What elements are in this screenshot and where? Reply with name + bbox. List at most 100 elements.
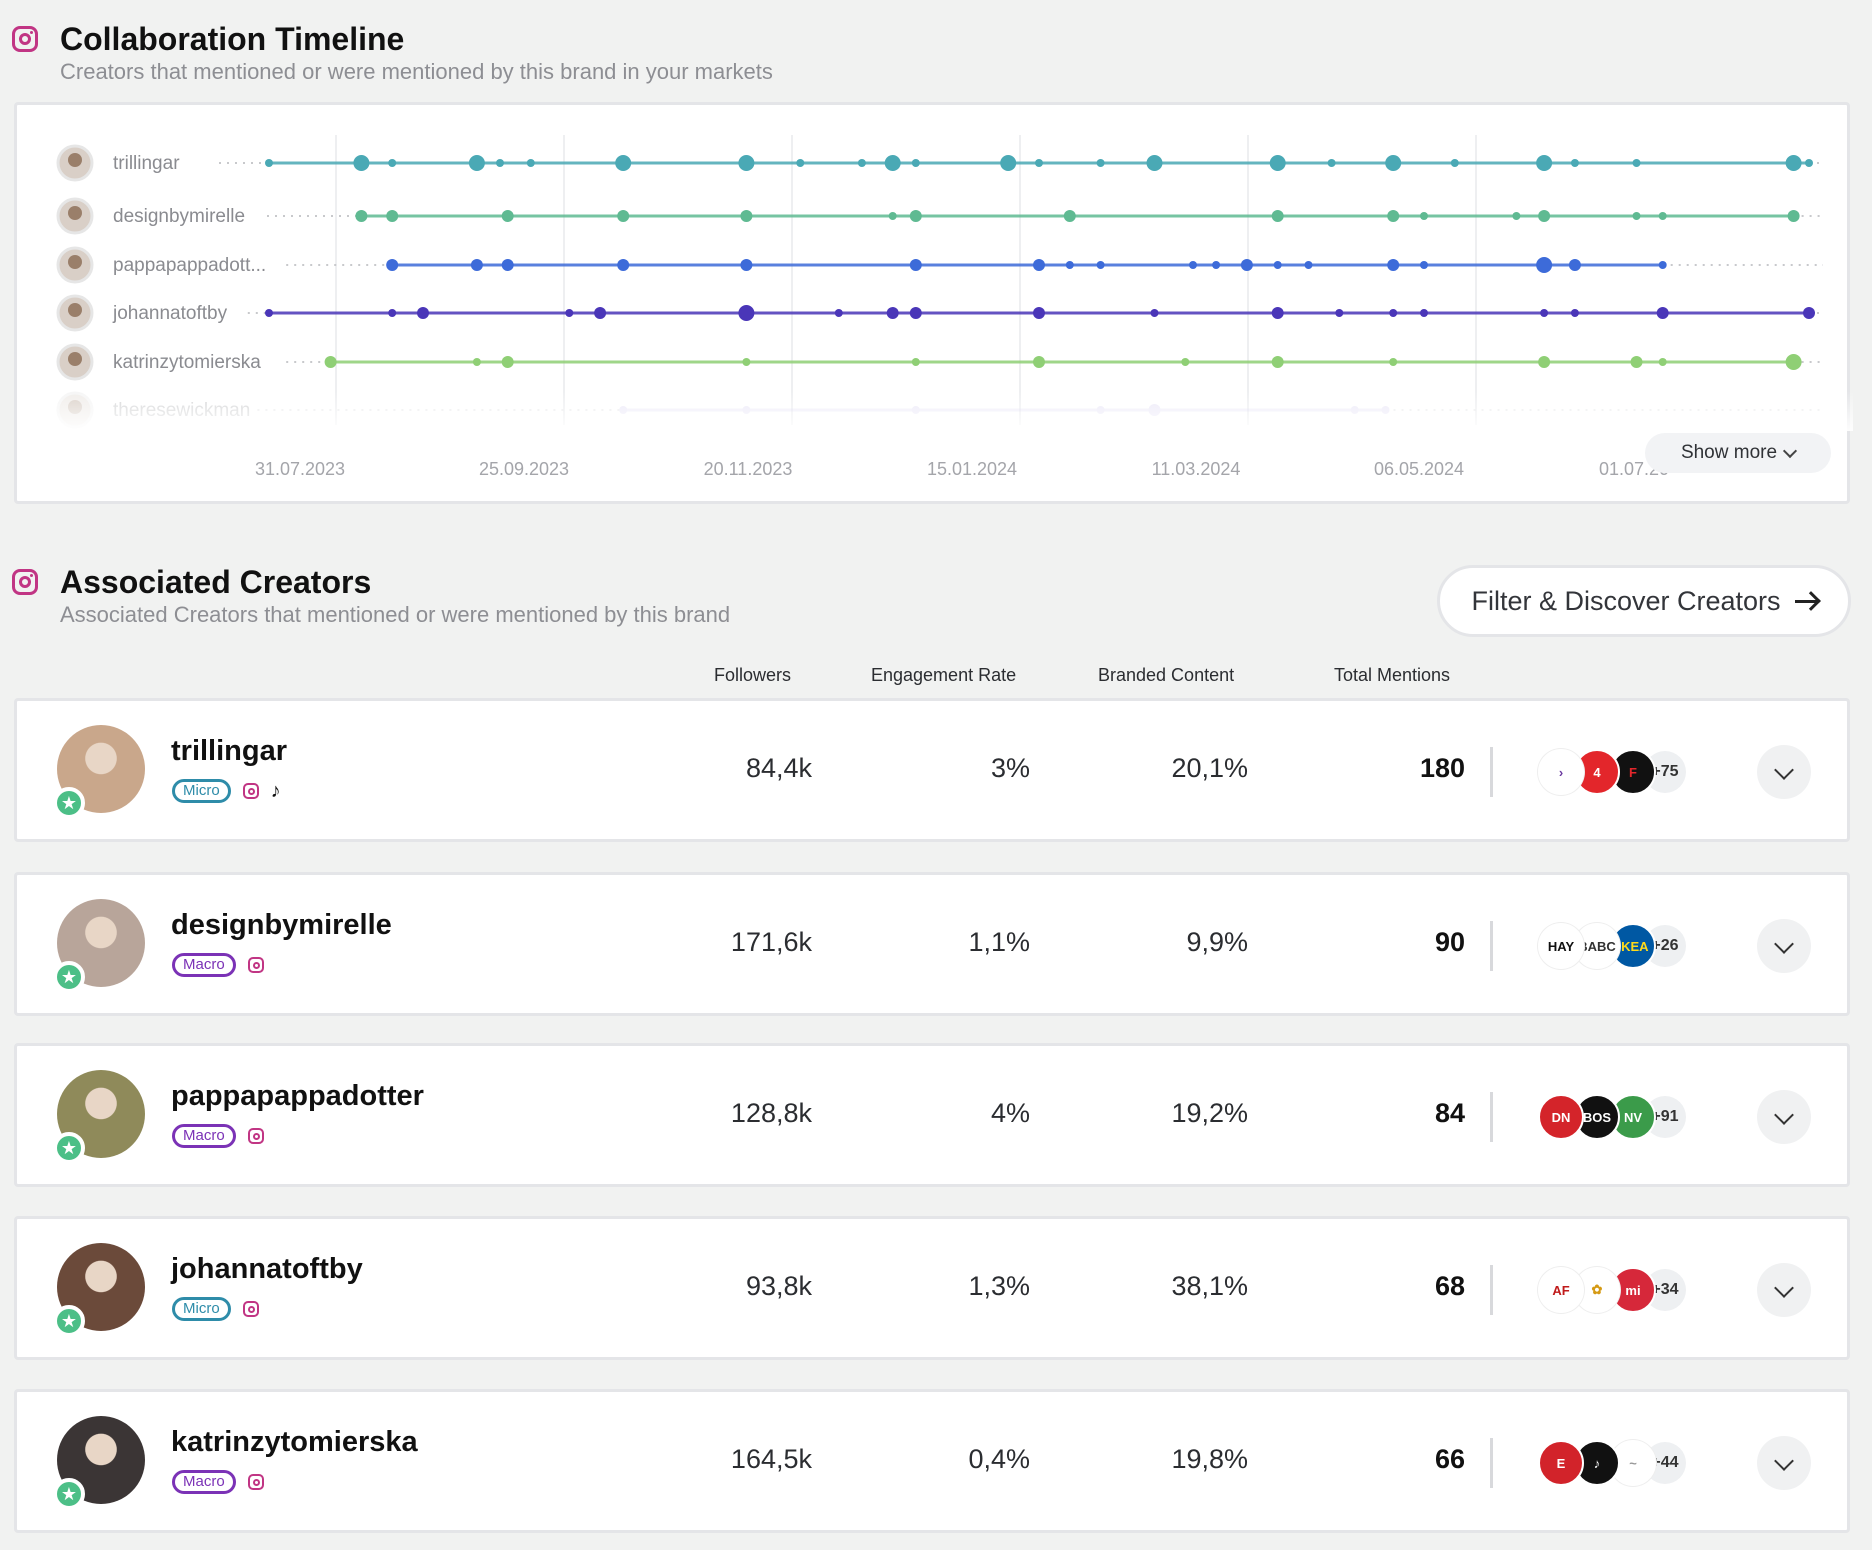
timeline-event-dot [740, 259, 753, 271]
timeline-event-dot [265, 309, 273, 317]
timeline-event-dot [1570, 159, 1579, 167]
timeline-event-dot [353, 155, 370, 171]
brand-logo[interactable]: BABC [1574, 923, 1620, 969]
timeline-event-dot [738, 305, 755, 321]
timeline-event-dot [1805, 159, 1813, 167]
creator-row[interactable]: ★ trillingar Micro ♪ 84,4k 3% 20,1% 180 … [14, 698, 1850, 842]
timeline-event-dot [1570, 309, 1579, 317]
timeline-event-dot [501, 356, 514, 368]
star-icon: ★ [53, 1305, 85, 1337]
timeline-event-dot [1389, 358, 1398, 366]
instagram-icon [242, 783, 259, 799]
timeline-event-dot [526, 159, 535, 167]
brand-logo[interactable]: E [1538, 1440, 1584, 1486]
chevron-down-icon [1782, 443, 1798, 458]
timeline-date-label: 06.05.2024 [1374, 459, 1464, 479]
timeline-event-dot [324, 356, 337, 368]
engagement-value: 0,4% [968, 1444, 1030, 1474]
filter-discover-label: Filter & Discover Creators [1471, 585, 1781, 616]
creator-row[interactable]: ★ pappapappadotter Macro 128,8k 4% 19,2%… [14, 1043, 1850, 1187]
divider [1490, 1265, 1493, 1315]
expand-row-button[interactable] [1757, 745, 1811, 799]
branded-value: 19,2% [1171, 1098, 1248, 1128]
followers-value: 84,4k [745, 753, 812, 783]
brand-logo[interactable]: 4 [1574, 749, 1620, 795]
brand-logo[interactable]: HAY [1538, 923, 1584, 969]
timeline-event-dot [386, 259, 399, 271]
creator-row[interactable]: ★ katrinzytomierska Macro 164,5k 0,4% 19… [14, 1389, 1850, 1533]
timeline-event-dot [1538, 210, 1551, 222]
expand-row-button[interactable] [1757, 919, 1811, 973]
timeline-event-dot [909, 210, 922, 222]
timeline-event-dot [1785, 354, 1802, 370]
creator-row[interactable]: ★ designbymirelle Macro 171,6k 1,1% 9,9%… [14, 872, 1850, 1016]
timeline-event-dot [911, 358, 920, 366]
engagement-value: 3% [990, 753, 1030, 783]
timeline-event-dot [1389, 309, 1398, 317]
creator-tags: Macro [172, 953, 264, 977]
creator-name[interactable]: johannatoftby [171, 1253, 363, 1285]
creators-title: Associated Creators [60, 564, 372, 600]
timeline-event-dot [1385, 155, 1402, 171]
timeline-event-dot [617, 210, 630, 222]
expand-row-button[interactable] [1757, 1436, 1811, 1490]
timeline-event-dot [501, 210, 514, 222]
timeline-event-dot [355, 210, 368, 222]
branded-value: 9,9% [1186, 927, 1248, 957]
timeline-event-dot [388, 309, 397, 317]
expand-row-button[interactable] [1757, 1263, 1811, 1317]
tier-badge: Micro [172, 779, 231, 803]
brand-logo[interactable]: DN [1538, 1094, 1584, 1140]
instagram-icon [12, 569, 38, 595]
branded-value: 38,1% [1171, 1271, 1248, 1301]
brand-logo[interactable]: › [1538, 749, 1584, 795]
brand-logos: E ♪ ~ +44 [1538, 1440, 1686, 1486]
filter-discover-button[interactable]: Filter & Discover Creators [1437, 565, 1851, 637]
timeline-avatar-face [68, 352, 82, 366]
brand-logo[interactable]: BOS [1574, 1094, 1620, 1140]
timeline-chart: trillingar designbymirelle pappapappadott.… [14, 102, 1853, 504]
brand-logo[interactable]: AF [1538, 1267, 1584, 1313]
column-header-followers[interactable]: Followers [714, 665, 792, 685]
column-header-mentions[interactable]: Total Mentions [1334, 665, 1451, 685]
creator-name[interactable]: trillingar [171, 735, 288, 767]
timeline-event-dot [1269, 155, 1286, 171]
timeline-event-dot [1803, 307, 1815, 319]
timeline-svg: trillingar designbymirelle pappapappadott.… [17, 135, 1853, 479]
timeline-event-dot [1568, 259, 1581, 271]
timeline-event-dot [1335, 309, 1344, 317]
timeline-event-dot [1271, 307, 1284, 319]
creator-name[interactable]: katrinzytomierska [171, 1426, 418, 1458]
expand-row-button[interactable] [1757, 1090, 1811, 1144]
timeline-event-dot [472, 358, 481, 366]
timeline-event-dot [1630, 356, 1643, 368]
creator-name[interactable]: designbymirelle [171, 909, 392, 941]
column-header-engagement[interactable]: Engagement Rate [871, 665, 1017, 685]
timeline-event-dot [740, 210, 753, 222]
timeline-row: trillingar [56, 144, 1823, 182]
chevron-down-icon [1774, 1104, 1794, 1125]
show-more-button[interactable]: Show more [1645, 433, 1831, 473]
brand-logos: › 4 F +75 [1538, 749, 1686, 795]
followers-value: 171,6k [730, 927, 812, 957]
timeline-event-dot [1420, 212, 1428, 220]
timeline-event-dot [1212, 261, 1221, 269]
arrow-right-icon [1794, 599, 1817, 603]
mentions-value: 180 [1419, 753, 1465, 783]
star-icon: ★ [53, 1132, 85, 1164]
tier-badge: Macro [172, 1470, 236, 1494]
creator-name[interactable]: pappapappadotter [171, 1080, 424, 1112]
creator-row[interactable]: ★ johannatoftby Micro 93,8k 1,3% 38,1% 6… [14, 1216, 1850, 1360]
star-icon: ★ [53, 787, 85, 819]
brand-logos: AF ✿ mi +34 [1538, 1267, 1686, 1313]
timeline-event-dot [617, 259, 630, 271]
timeline-event-dot [1536, 155, 1553, 171]
timeline-avatar-face [68, 303, 82, 317]
timeline-title: Collaboration Timeline [60, 21, 405, 57]
timeline-event-dot [1181, 358, 1190, 366]
chevron-down-icon [1774, 1277, 1794, 1298]
column-header-branded[interactable]: Branded Content [1098, 665, 1235, 685]
instagram-icon [247, 1128, 264, 1144]
timeline-event-dot [496, 159, 504, 167]
brand-logos: HAY BABC IKEA +26 [1538, 923, 1686, 969]
